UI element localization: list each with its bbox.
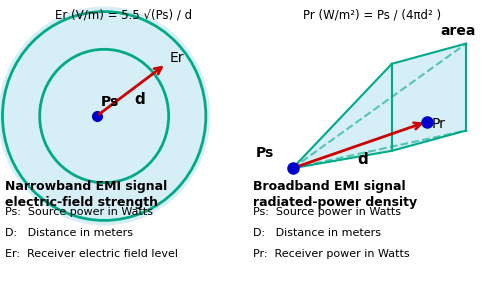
Text: Pr (W/m²) = Ps / (4πd² ): Pr (W/m²) = Ps / (4πd² ) xyxy=(303,9,441,22)
Text: Ps:  Source power in Watts: Ps: Source power in Watts xyxy=(253,207,401,217)
Text: Ps:  Source power in Watts: Ps: Source power in Watts xyxy=(5,207,153,217)
Text: Pr:  Receiver power in Watts: Pr: Receiver power in Watts xyxy=(253,249,410,259)
Text: Pr: Pr xyxy=(432,117,445,130)
Text: Ps: Ps xyxy=(255,146,274,160)
Text: Ps: Ps xyxy=(100,95,119,109)
Text: Narrowband EMI signal
electric-field strength: Narrowband EMI signal electric-field str… xyxy=(5,180,167,209)
Text: Broadband EMI signal
radiated-power density: Broadband EMI signal radiated-power dens… xyxy=(253,180,417,209)
Text: d: d xyxy=(357,152,368,167)
Text: D:   Distance in meters: D: Distance in meters xyxy=(5,228,133,238)
Text: Er (V/m) = 5.5 √(Ps) / d: Er (V/m) = 5.5 √(Ps) / d xyxy=(56,9,192,22)
Polygon shape xyxy=(293,44,466,168)
Text: area: area xyxy=(441,24,476,38)
Ellipse shape xyxy=(0,7,209,225)
Text: Er: Er xyxy=(170,51,185,65)
Text: Er:  Receiver electric field level: Er: Receiver electric field level xyxy=(5,249,178,259)
Text: D:   Distance in meters: D: Distance in meters xyxy=(253,228,381,238)
Text: d: d xyxy=(134,93,145,107)
